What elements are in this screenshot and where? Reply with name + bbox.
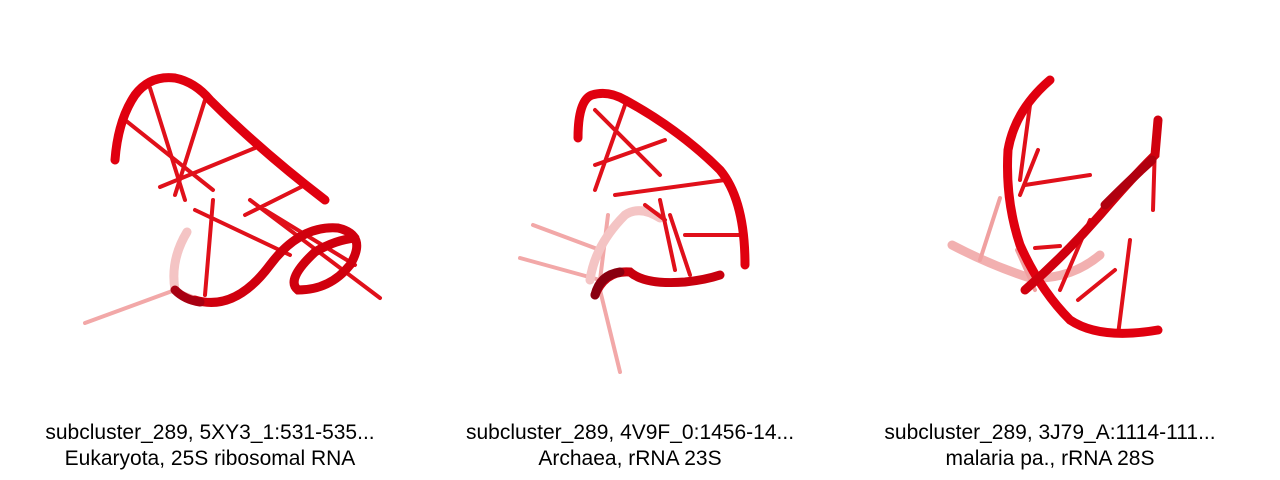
panel-caption-2: subcluster_289, 4V9F_0:1456-14... Archae… [420, 420, 840, 472]
caption-line-source: Eukaryota, 25S ribosomal RNA [64, 447, 356, 470]
caption-line-id: subcluster_289, 3J79_A:1114-111... [884, 421, 1216, 444]
rna-structure-render-1 [83, 73, 382, 325]
caption-line-id: subcluster_289, 4V9F_0:1456-14... [465, 421, 795, 444]
structure-panel-1: subcluster_289, 5XY3_1:531-535... Eukary… [0, 0, 420, 480]
caption-line-id: subcluster_289, 5XY3_1:531-535... [45, 421, 375, 444]
panel-caption-3: subcluster_289, 3J79_A:1114-111... malar… [840, 420, 1260, 472]
caption-line-source: Archaea, rRNA 23S [538, 447, 722, 470]
caption-line-source: malaria pa., rRNA 28S [945, 447, 1155, 470]
structure-panel-3: subcluster_289, 3J79_A:1114-111... malar… [840, 0, 1260, 480]
rna-structure-render-2 [518, 88, 750, 374]
panel-caption-1: subcluster_289, 5XY3_1:531-535... Eukary… [0, 420, 420, 472]
structure-panel-2: subcluster_289, 4V9F_0:1456-14... Archae… [420, 0, 840, 480]
rna-structure-render-3 [947, 75, 1163, 338]
